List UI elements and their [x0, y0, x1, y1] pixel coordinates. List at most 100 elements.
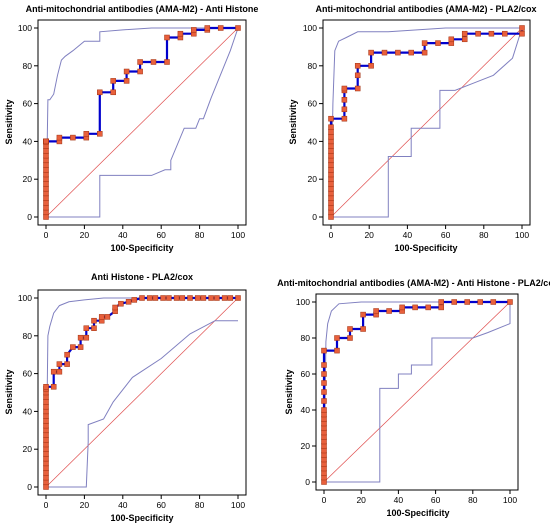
x-tick-label: 20	[364, 230, 374, 240]
y-tick-label: 40	[308, 136, 318, 146]
chart-title: Anti-mitochondrial antibodies (AMA-M2) -…	[315, 4, 536, 14]
roc-point-marker	[328, 143, 334, 149]
roc-point-marker	[354, 72, 361, 79]
roc-point-marker	[43, 200, 49, 206]
roc-point-marker	[412, 304, 418, 311]
roc-point-marker	[217, 25, 224, 31]
roc-point-marker	[461, 30, 468, 37]
y-tick-label: 40	[23, 406, 33, 416]
roc-point-marker	[164, 34, 170, 41]
roc-point-marker	[235, 25, 241, 31]
roc-point-marker	[194, 295, 201, 301]
roc-point-marker	[408, 49, 414, 56]
roc-point-marker	[208, 295, 214, 301]
x-tick-label: 40	[118, 500, 128, 510]
roc-point-marker	[43, 403, 49, 410]
roc-point-marker	[43, 394, 49, 400]
y-tick-label: 20	[308, 174, 318, 184]
roc-point-marker	[112, 304, 118, 311]
roc-point-marker	[214, 295, 220, 301]
x-tick-label: 20	[356, 495, 366, 505]
roc-point-marker	[435, 40, 441, 46]
roc-point-marker	[43, 451, 49, 457]
roc-point-marker	[187, 295, 193, 301]
roc-point-marker	[399, 304, 405, 311]
roc-point-marker	[43, 204, 49, 211]
roc-point-marker	[77, 344, 84, 350]
chart-title: Anti-mitochondrial antibodies (AMA-M2) -…	[26, 4, 259, 14]
roc-point-marker	[321, 371, 327, 377]
roc-point-marker	[43, 470, 49, 476]
x-tick-label: 80	[195, 500, 205, 510]
roc-point-marker	[328, 171, 334, 178]
roc-point-marker	[43, 195, 49, 201]
roc-point-marker	[328, 152, 334, 159]
x-axis-label: 100-Specificity	[394, 243, 457, 253]
roc-point-marker	[477, 299, 483, 305]
roc-point-marker	[328, 157, 334, 164]
roc-point-marker	[91, 325, 97, 331]
roc-point-marker	[97, 131, 103, 137]
roc-point-marker	[123, 78, 130, 84]
roc-point-marker	[395, 49, 401, 56]
roc-point-marker	[56, 368, 63, 375]
roc-point-marker	[502, 30, 508, 37]
roc-point-marker	[50, 384, 57, 390]
x-tick-label: 100	[231, 500, 245, 510]
x-tick-label: 40	[394, 495, 404, 505]
roc-point-marker	[360, 311, 366, 318]
x-tick-label: 20	[80, 230, 90, 240]
reference-diagonal-line	[330, 27, 523, 218]
x-tick-label: 20	[80, 500, 90, 510]
x-tick-label: 80	[479, 230, 489, 240]
roc-point-marker	[43, 455, 49, 462]
roc-point-marker	[43, 474, 49, 481]
roc-point-marker	[43, 181, 49, 187]
roc-point-marker	[328, 176, 334, 182]
x-tick-label: 80	[468, 495, 478, 505]
y-axis-label: Sensitivity	[284, 369, 294, 414]
roc-point-marker	[43, 148, 49, 154]
chart-title: Anti-mitochondrial antibodies (AMA-M2) -…	[277, 278, 550, 288]
roc-point-marker	[386, 308, 392, 314]
x-tick-label: 0	[44, 500, 49, 510]
roc-point-marker	[360, 326, 366, 332]
roc-panel-ama-m2-vs-pla2-cox: Anti-mitochondrial antibodies (AMA-M2) -…	[288, 4, 537, 253]
x-tick-label: 40	[118, 230, 128, 240]
roc-point-marker	[321, 362, 327, 368]
y-axis-label: Sensitivity	[288, 99, 298, 144]
roc-point-marker	[227, 295, 234, 301]
ci-upper-bound-line	[45, 27, 238, 218]
roc-point-marker	[118, 300, 124, 307]
roc-point-marker	[43, 138, 49, 145]
roc-point-marker	[43, 152, 49, 159]
roc-point-marker	[166, 295, 172, 301]
roc-point-marker	[354, 63, 361, 69]
plot-frame	[322, 19, 531, 226]
y-tick-label: 60	[308, 99, 318, 109]
roc-point-marker	[438, 299, 444, 305]
roc-point-marker	[438, 304, 444, 311]
y-tick-label: 20	[301, 441, 311, 451]
roc-point-marker	[328, 162, 334, 168]
y-tick-label: 40	[301, 405, 311, 415]
roc-point-marker	[110, 78, 116, 84]
roc-point-marker	[368, 63, 374, 69]
roc-point-marker	[43, 437, 49, 443]
roc-point-marker	[321, 380, 327, 386]
roc-point-marker	[43, 214, 49, 220]
roc-point-marker	[137, 59, 143, 65]
roc-point-marker	[448, 36, 455, 43]
roc-point-marker	[125, 299, 132, 305]
y-tick-label: 60	[23, 99, 33, 109]
x-tick-label: 100	[515, 230, 529, 240]
x-tick-label: 100	[503, 495, 517, 505]
y-tick-label: 100	[18, 293, 32, 303]
roc-point-marker	[64, 351, 70, 358]
ci-lower-bound-line	[324, 302, 511, 483]
roc-point-marker	[43, 384, 49, 390]
roc-point-marker	[43, 418, 49, 424]
roc-point-marker	[43, 427, 49, 434]
roc-panel-combined: Anti-mitochondrial antibodies (AMA-M2) -…	[277, 278, 550, 518]
